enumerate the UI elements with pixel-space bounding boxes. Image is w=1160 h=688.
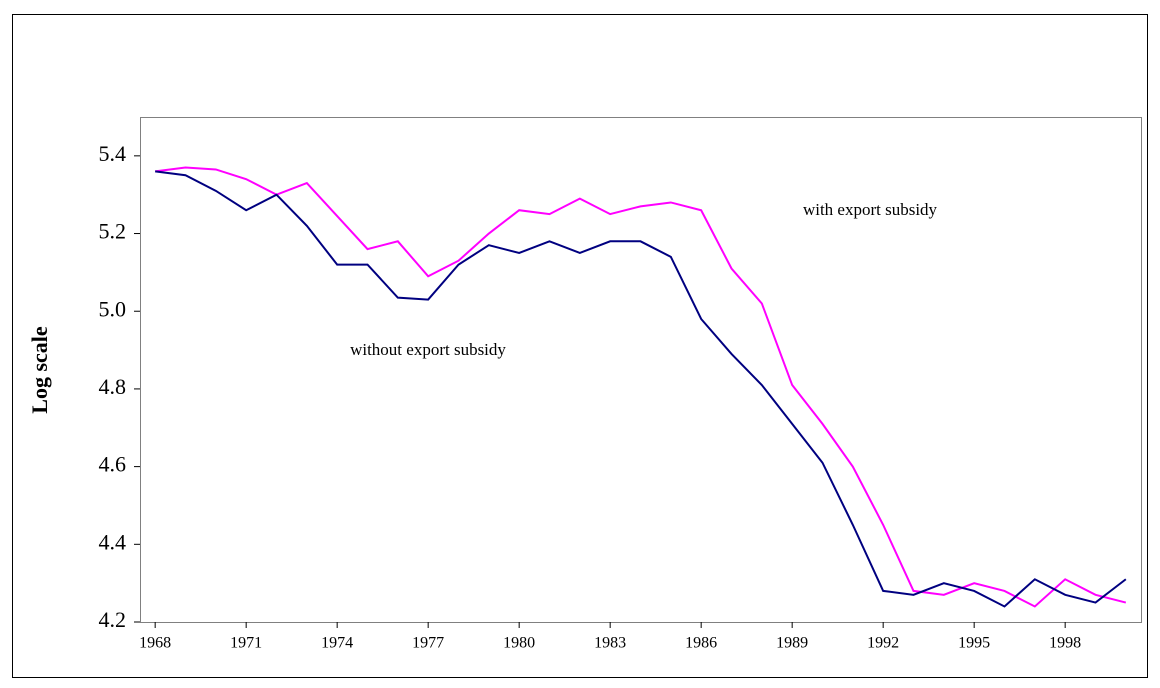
x-tick-label: 1989 — [776, 635, 808, 652]
y-tick-label: 4.8 — [99, 374, 127, 399]
x-tick-label: 1977 — [412, 635, 444, 652]
x-tick-label: 1998 — [1049, 635, 1081, 652]
x-tick-label: 1983 — [594, 635, 626, 652]
y-tick-label: 5.2 — [99, 219, 127, 244]
y-tick-label: 4.6 — [99, 452, 127, 477]
x-tick-label: 1974 — [321, 635, 353, 652]
y-tick-label: 4.2 — [99, 607, 127, 632]
x-tick-label: 1986 — [685, 635, 717, 652]
series-label: with export subsidy — [803, 200, 938, 219]
x-tick-label: 1971 — [230, 635, 262, 652]
plot-area — [140, 117, 1142, 623]
series-label: without export subsidy — [350, 340, 506, 359]
x-tick-label: 1995 — [958, 635, 990, 652]
series-line — [155, 166, 1127, 608]
y-tick-label: 5.0 — [99, 296, 127, 321]
y-tick-label: 4.4 — [99, 529, 127, 554]
y-tick-label: 5.4 — [99, 141, 127, 166]
x-tick-label: 1968 — [139, 635, 171, 652]
x-tick-label: 1992 — [867, 635, 899, 652]
y-axis-label: Log scale — [27, 326, 52, 414]
chart-frame — [12, 14, 1148, 678]
series-line — [155, 170, 1127, 608]
x-tick-label: 1980 — [503, 635, 535, 652]
